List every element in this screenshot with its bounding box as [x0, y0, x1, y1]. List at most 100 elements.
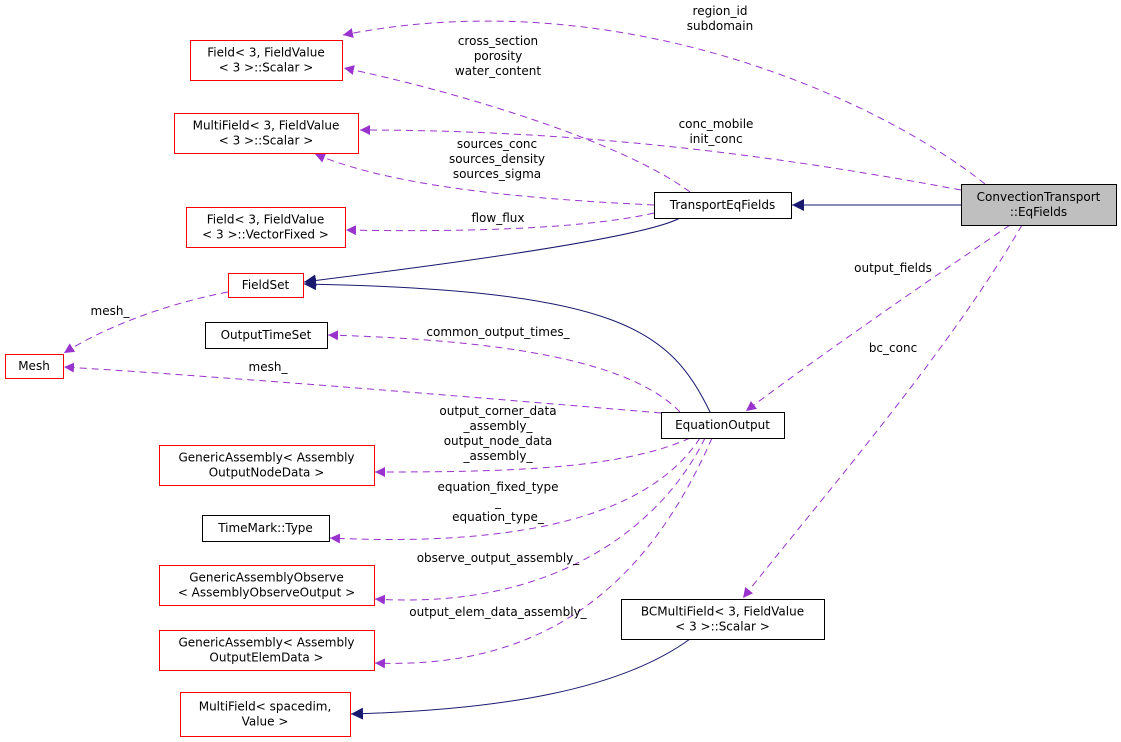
edge-equation_output-to-generic_node: output_corner_data_assembly_output_node_… [374, 404, 691, 477]
node-box [205, 322, 328, 349]
node-multifield_scalar[interactable]: MultiField< 3, FieldValue< 3 >::Scalar > [174, 113, 359, 154]
node-box [654, 192, 792, 219]
node-label: BCMultiField< 3, FieldValue [641, 605, 804, 619]
node-label: Mesh [18, 359, 50, 373]
node-field_vector[interactable]: Field< 3, FieldValue< 3 >::VectorFixed > [186, 207, 346, 248]
edge-label: mesh_ [91, 304, 131, 318]
edge-label: output_elem_data_assembly_ [409, 605, 587, 619]
node-box [159, 630, 375, 671]
edge-label: sources_density [449, 152, 545, 166]
edge-label: output_corner_data [439, 404, 556, 418]
inheritance-edge-line [350, 638, 691, 720]
edge-transport-to-field_vector: flow_flux [345, 211, 655, 236]
node-box [621, 599, 825, 640]
node-box [174, 113, 359, 154]
node-box [202, 515, 330, 542]
edge-equation_output-to-timemark: equation_fixed_type_equation_type_ [329, 437, 701, 544]
node-label: Field< 3, FieldValue [207, 213, 324, 227]
node-transport[interactable]: TransportEqFields [654, 192, 792, 219]
node-label: < 3 >::Scalar > [675, 620, 770, 634]
edge-label: cross_section [458, 34, 538, 48]
node-outputtimeset[interactable]: OutputTimeSet [205, 322, 328, 349]
node-label: < 3 >::Scalar > [219, 134, 314, 148]
node-label: MultiField< spacedim, [199, 700, 332, 714]
usage-edge-line [374, 437, 691, 477]
node-box [180, 692, 351, 737]
node-box [159, 565, 375, 606]
node-label: OutputNodeData > [209, 466, 325, 480]
usage-edge-line [342, 20, 986, 185]
edge-equation_output-to-generic_observe: observe_output_assembly_ [374, 437, 706, 605]
node-mesh[interactable]: Mesh [5, 354, 64, 379]
edge-equation_output-to-fieldset [303, 278, 711, 413]
usage-edge-line [345, 212, 655, 236]
edge-label: mesh_ [249, 360, 289, 374]
node-label: < AssemblyObserveOutput > [178, 586, 355, 600]
usage-edge-line [374, 437, 706, 605]
node-label: < 3 >::VectorFixed > [202, 228, 329, 242]
node-generic_observe[interactable]: GenericAssemblyObserve< AssemblyObserveO… [159, 565, 375, 606]
node-box [961, 184, 1117, 226]
inheritance-edge-line [303, 217, 681, 287]
edge-label: porosity [474, 49, 522, 63]
usage-edge-line [742, 224, 1023, 599]
edge-bcmulti-to-multifield_spacedim [350, 638, 691, 720]
edge-equation_output-to-outputtimeset: common_output_times_ [327, 325, 681, 413]
node-label: GenericAssembly< Assembly [178, 636, 354, 650]
node-label: Value > [242, 715, 289, 729]
node-conv[interactable]: ConvectionTransport::EqFields [961, 184, 1117, 226]
edge-label: _assembly_ [463, 419, 534, 433]
node-label: ConvectionTransport [977, 190, 1101, 204]
node-box [190, 40, 343, 81]
usage-edge-line [329, 437, 701, 544]
edge-equation_output-to-mesh: mesh_ [63, 360, 662, 414]
node-generic_node[interactable]: GenericAssembly< AssemblyOutputNodeData … [159, 445, 375, 486]
node-multifield_spacedim[interactable]: MultiField< spacedim,Value > [180, 692, 351, 737]
usage-edge-line [359, 125, 962, 191]
node-fieldset[interactable]: FieldSet [228, 273, 304, 298]
edge-label: sources_sigma [453, 167, 541, 181]
edge-label: equation_fixed_type [437, 480, 558, 494]
node-box [159, 445, 375, 486]
edge-conv-to-equation_output: output_fields [745, 224, 1011, 412]
usage-edge-line [343, 65, 691, 193]
node-label: EquationOutput [675, 418, 770, 432]
edge-label: _ [494, 495, 502, 509]
edge-label: flow_flux [472, 211, 525, 225]
edge-label: init_conc [689, 132, 742, 146]
edge-label: observe_output_assembly_ [417, 551, 581, 565]
inheritance-edge-line [303, 278, 711, 413]
edge-equation_output-to-generic_elem: output_elem_data_assembly_ [374, 437, 713, 669]
node-timemark[interactable]: TimeMark::Type [202, 515, 330, 542]
edge-transport-to-fieldset [303, 217, 681, 287]
usage-edge-line [327, 330, 681, 413]
node-box [661, 412, 785, 439]
node-label: FieldSet [242, 278, 290, 292]
node-box [5, 354, 64, 379]
node-label: TimeMark::Type [217, 521, 313, 535]
node-label: OutputElemData > [209, 651, 323, 665]
edge-label: water_content [455, 64, 541, 78]
node-equation_output[interactable]: EquationOutput [661, 412, 785, 439]
usage-edge-line [745, 224, 1011, 412]
node-box [228, 273, 304, 298]
edge-label: region_id [693, 4, 748, 18]
usage-edge-line [314, 153, 655, 206]
edge-label: conc_mobile [679, 117, 754, 131]
node-label: GenericAssembly< Assembly [178, 451, 354, 465]
edge-label: equation_type_ [452, 510, 545, 524]
node-field_scalar[interactable]: Field< 3, FieldValue< 3 >::Scalar > [190, 40, 343, 81]
edge-label: output_fields [854, 261, 932, 275]
node-label: MultiField< 3, FieldValue [193, 119, 340, 133]
usage-edge-line [63, 362, 662, 414]
node-bcmulti[interactable]: BCMultiField< 3, FieldValue< 3 >::Scalar… [621, 599, 825, 640]
usage-edge-line [63, 291, 229, 354]
node-label: Field< 3, FieldValue [207, 46, 324, 60]
node-generic_elem[interactable]: GenericAssembly< AssemblyOutputElemData … [159, 630, 375, 671]
node-label: OutputTimeSet [221, 328, 312, 342]
